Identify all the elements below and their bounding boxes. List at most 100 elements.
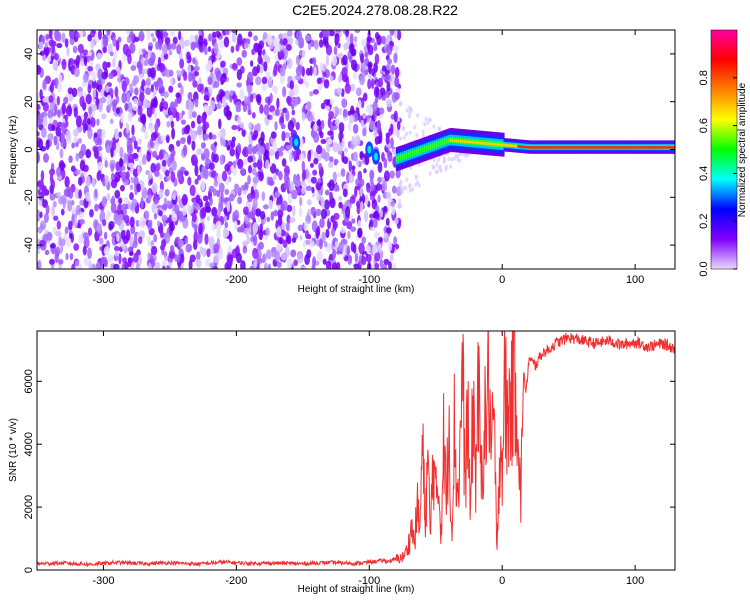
spectrogram-cell bbox=[218, 39, 225, 49]
spectrogram-cell bbox=[331, 55, 338, 66]
spectrogram-cell bbox=[343, 147, 348, 153]
spectrogram-cell bbox=[379, 258, 384, 268]
spectrogram-cell bbox=[359, 75, 365, 86]
spectrogram-cell bbox=[267, 263, 272, 269]
spectrogram-cell bbox=[573, 146, 577, 149]
spectrogram-cell bbox=[343, 108, 348, 118]
spectrogram-cell bbox=[337, 172, 342, 178]
spectrogram-cell bbox=[394, 217, 399, 225]
spectrogram-cell bbox=[78, 176, 83, 186]
spectrogram-cell bbox=[119, 184, 125, 192]
spectrogram-cell bbox=[350, 59, 358, 71]
spectrogram-cell bbox=[86, 117, 91, 125]
spectrogram-cell bbox=[320, 208, 327, 220]
spectrogram-cell bbox=[397, 202, 402, 209]
spectrogram-cell bbox=[383, 205, 388, 213]
spectrogram-cell bbox=[159, 101, 164, 113]
spectrogram-cell bbox=[665, 146, 669, 149]
spectrogram-cell bbox=[48, 95, 54, 103]
spectrogram-cell bbox=[286, 258, 293, 269]
spectrogram-cell bbox=[547, 146, 551, 149]
spectrogram-cell bbox=[56, 42, 63, 49]
spectrogram-cell bbox=[114, 250, 119, 257]
spectrogram-cell bbox=[92, 88, 97, 99]
spectrogram-cell bbox=[105, 215, 110, 221]
spectrogram-cell bbox=[281, 158, 287, 167]
spectrogram-cell bbox=[338, 195, 343, 202]
spectrogram-cell bbox=[61, 32, 66, 43]
spectrogram-cell bbox=[230, 45, 235, 54]
spectrogram-cell bbox=[323, 99, 330, 105]
spectrogram-cell bbox=[244, 95, 248, 106]
spectrogram-cell bbox=[383, 170, 390, 182]
spectrogram-cell bbox=[549, 146, 553, 149]
spectrogram-cell bbox=[265, 159, 270, 169]
spectrogram-cell bbox=[294, 138, 299, 147]
spectrogram-cell bbox=[98, 168, 102, 178]
spectrogram-cell bbox=[170, 120, 175, 129]
spectrogram-cell bbox=[114, 189, 121, 199]
spectrogram-cell bbox=[437, 141, 441, 147]
spectrogram-cell bbox=[170, 31, 175, 37]
spectrogram-cell bbox=[577, 146, 581, 149]
spectrogram-cell bbox=[252, 221, 259, 234]
spectrogram-cell bbox=[138, 236, 143, 245]
snr-series-line bbox=[37, 331, 675, 568]
spectrogram-cell bbox=[54, 103, 58, 116]
spectrogram-cell bbox=[403, 153, 407, 160]
spectrogram-cell bbox=[110, 147, 114, 158]
spectrogram-cell bbox=[447, 137, 451, 144]
spectrogram-cell bbox=[521, 145, 525, 148]
spectrogram-cell bbox=[334, 158, 339, 165]
spectrogram-cell bbox=[188, 101, 194, 112]
spectrogram-cell bbox=[148, 193, 152, 202]
spectrogram-cell bbox=[260, 131, 265, 143]
spectrogram-cell bbox=[149, 137, 154, 149]
spectrogram-cell bbox=[112, 57, 116, 68]
spectrogram-cell bbox=[234, 184, 240, 193]
spectrogram-cell bbox=[301, 111, 306, 122]
spectrogram-cell bbox=[408, 188, 412, 193]
spectrogram-cell bbox=[78, 189, 82, 199]
spectrogram-cell bbox=[633, 146, 637, 149]
spectrogram-cell bbox=[75, 204, 82, 216]
spectrogram-cell bbox=[110, 172, 115, 182]
spectrogram-cell bbox=[237, 116, 241, 124]
spectrogram-cell bbox=[53, 215, 59, 221]
spectrogram-cell bbox=[99, 97, 107, 104]
spectrogram-cell bbox=[357, 228, 363, 238]
spectrogram-cell bbox=[110, 202, 117, 214]
spectrogram-cell bbox=[140, 196, 144, 209]
spectrogram-cell bbox=[407, 114, 411, 119]
spectrogram-cell bbox=[293, 259, 298, 267]
spectrogram-cell bbox=[151, 245, 158, 256]
spectrogram-cell bbox=[397, 155, 401, 162]
spectrogram-cell bbox=[83, 56, 88, 67]
spectrogram-cell bbox=[250, 60, 254, 67]
spectrogram-cell bbox=[138, 30, 145, 42]
spectrogram-cell bbox=[63, 96, 69, 105]
spectrogram-cell bbox=[96, 79, 102, 85]
spectrogram-cell bbox=[80, 57, 84, 67]
spectrogram-cell bbox=[649, 146, 653, 149]
spectrogram-cell bbox=[280, 252, 287, 261]
spectrogram-cell bbox=[247, 31, 253, 38]
spectrogram-cell bbox=[241, 158, 249, 165]
spectrogram-cell bbox=[119, 146, 124, 159]
spectrogram-cell bbox=[179, 58, 185, 69]
spectrogram-cell bbox=[247, 143, 253, 155]
x-tick-label: -200 bbox=[225, 575, 247, 587]
spectrogram-cell bbox=[322, 72, 327, 78]
spectrogram-cell bbox=[178, 239, 184, 248]
spectrogram-cell bbox=[289, 217, 296, 223]
spectrogram-cell bbox=[473, 141, 477, 144]
spectrogram-cell bbox=[388, 241, 393, 252]
spectrogram-cell bbox=[360, 119, 365, 127]
spectrogram-cell bbox=[146, 150, 152, 162]
spectrogram-cell bbox=[275, 242, 282, 253]
colorbar-tick-label: 0.6 bbox=[698, 118, 710, 133]
spectrogram-cell bbox=[421, 129, 425, 135]
spectrogram-cell bbox=[229, 89, 234, 97]
spectrogram-cell bbox=[426, 120, 430, 125]
spectrogram-cell bbox=[133, 140, 138, 150]
